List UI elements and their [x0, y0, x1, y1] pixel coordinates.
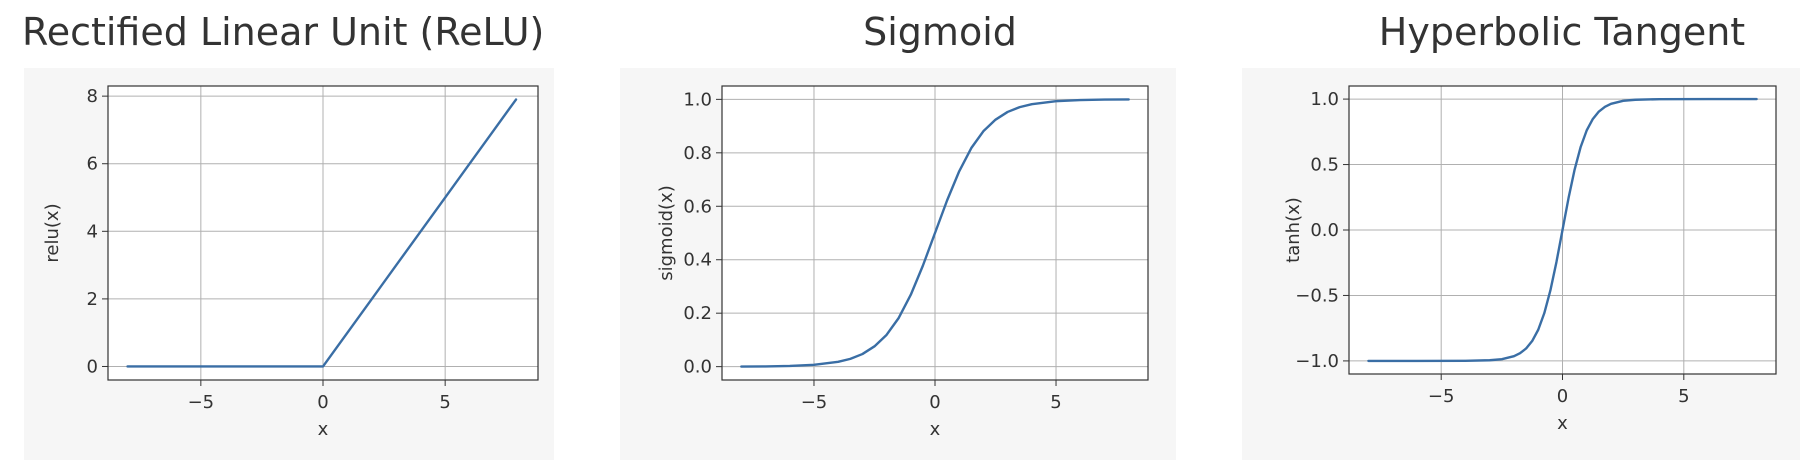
tanh-series-line [1367, 97, 1758, 363]
relu-chart-title: Rectified Linear Unit (ReLU) [22, 10, 545, 54]
tanh-y-tick-label: −0.5 [1295, 285, 1339, 306]
sigmoid-y-tick-label: 0.4 [683, 250, 712, 271]
sigmoid-x-tick-label: 0 [929, 392, 940, 413]
sigmoid-x-axis-label: x [930, 419, 941, 440]
sigmoid-y-tick-label: 0.8 [683, 143, 712, 164]
sigmoid-y-tick-label: 0.6 [683, 196, 712, 217]
relu-x-tick-label: −5 [188, 392, 215, 413]
tanh-y-tick-label: 0.0 [1310, 220, 1339, 241]
relu-y-tick-label: 4 [87, 221, 98, 242]
tanh-axes-frame [1348, 85, 1777, 375]
relu-series-line [126, 98, 518, 368]
sigmoid-y-tick-label: 1.0 [683, 89, 712, 110]
tanh-y-tick-label: −1.0 [1295, 351, 1339, 372]
sigmoid-y-axis-label: sigmoid(x) [656, 185, 677, 280]
relu-x-tick-label: 0 [317, 392, 328, 413]
sigmoid-series-line [740, 98, 1130, 368]
relu-y-tick-label: 2 [87, 289, 98, 310]
relu-x-tick-label: 5 [439, 392, 450, 413]
sigmoid-x-tick-label: 5 [1050, 392, 1061, 413]
tanh-y-tick-label: 1.0 [1310, 89, 1339, 110]
tanh-y-tick-label: 0.5 [1310, 155, 1339, 176]
tanh-x-tick-label: 0 [1557, 386, 1568, 407]
relu-y-tick-label: 6 [87, 154, 98, 175]
relu-axes-frame [107, 85, 539, 381]
tanh-x-tick-label: 5 [1678, 386, 1689, 407]
relu-x-axis-label: x [318, 419, 329, 440]
relu-y-tick-label: 8 [87, 86, 98, 107]
tanh-y-axis-label: tanh(x) [1283, 197, 1304, 263]
sigmoid-chart-title: Sigmoid [863, 10, 1017, 54]
sigmoid-x-tick-label: −5 [801, 392, 828, 413]
relu-y-axis-label: relu(x) [42, 203, 63, 262]
sigmoid-axes-frame [721, 85, 1149, 381]
tanh-x-tick-label: −5 [1428, 386, 1455, 407]
relu-y-tick-label: 0 [87, 356, 98, 377]
tanh-chart-title: Hyperbolic Tangent [1378, 10, 1746, 54]
sigmoid-y-tick-label: 0.2 [683, 303, 712, 324]
tanh-x-axis-label: x [1557, 413, 1568, 434]
sigmoid-y-tick-label: 0.0 [683, 357, 712, 378]
